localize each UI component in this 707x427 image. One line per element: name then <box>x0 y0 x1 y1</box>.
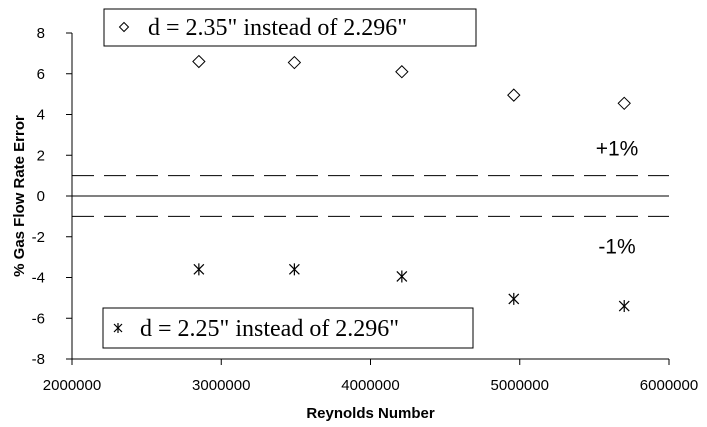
legend-marker-diamond <box>118 21 130 33</box>
y-tick-label: -8 <box>32 351 45 368</box>
y-tick-label: 6 <box>37 66 45 83</box>
data-point-diamond <box>192 54 206 69</box>
data-point-asterisk <box>618 300 630 313</box>
data-point-diamond <box>395 65 409 79</box>
y-axis-title: % Gas Flow Rate Error <box>11 115 28 277</box>
data-point-diamond <box>617 96 631 111</box>
legend-label: d = 2.25" instead of 2.296" <box>140 316 399 342</box>
legend-box-diamond: d = 2.35" instead of 2.296" <box>103 8 477 47</box>
lower-tolerance-label: -1% <box>598 235 635 258</box>
data-point-asterisk <box>193 263 205 276</box>
legend-frame <box>102 307 474 349</box>
y-tick-label: 4 <box>37 107 45 124</box>
y-tick-label: -6 <box>32 310 45 327</box>
legend-marker-asterisk <box>113 323 123 333</box>
legend-label: d = 2.35" instead of 2.296" <box>148 15 407 41</box>
x-tick-label: 5000000 <box>491 377 549 394</box>
y-tick-label: -2 <box>32 229 45 246</box>
data-point-asterisk <box>508 292 520 305</box>
upper-tolerance-label: +1% <box>596 138 639 161</box>
y-tick-label: 0 <box>37 188 45 205</box>
x-tick-label: 6000000 <box>640 377 698 394</box>
data-point-diamond <box>507 88 521 102</box>
y-tick-label: 2 <box>37 147 45 164</box>
legend-box-asterisk: d = 2.25" instead of 2.296" <box>102 307 474 349</box>
x-axis-title: Reynolds Number <box>306 405 435 422</box>
x-tick-label: 4000000 <box>341 377 399 394</box>
y-tick-label: -4 <box>32 270 45 287</box>
data-point-diamond <box>287 55 302 70</box>
x-tick-label: 2000000 <box>43 377 101 394</box>
x-tick-label: 3000000 <box>192 377 250 394</box>
legend-frame <box>103 8 477 47</box>
data-point-asterisk <box>288 263 300 276</box>
y-tick-label: 8 <box>37 25 45 42</box>
data-point-asterisk <box>396 270 408 283</box>
